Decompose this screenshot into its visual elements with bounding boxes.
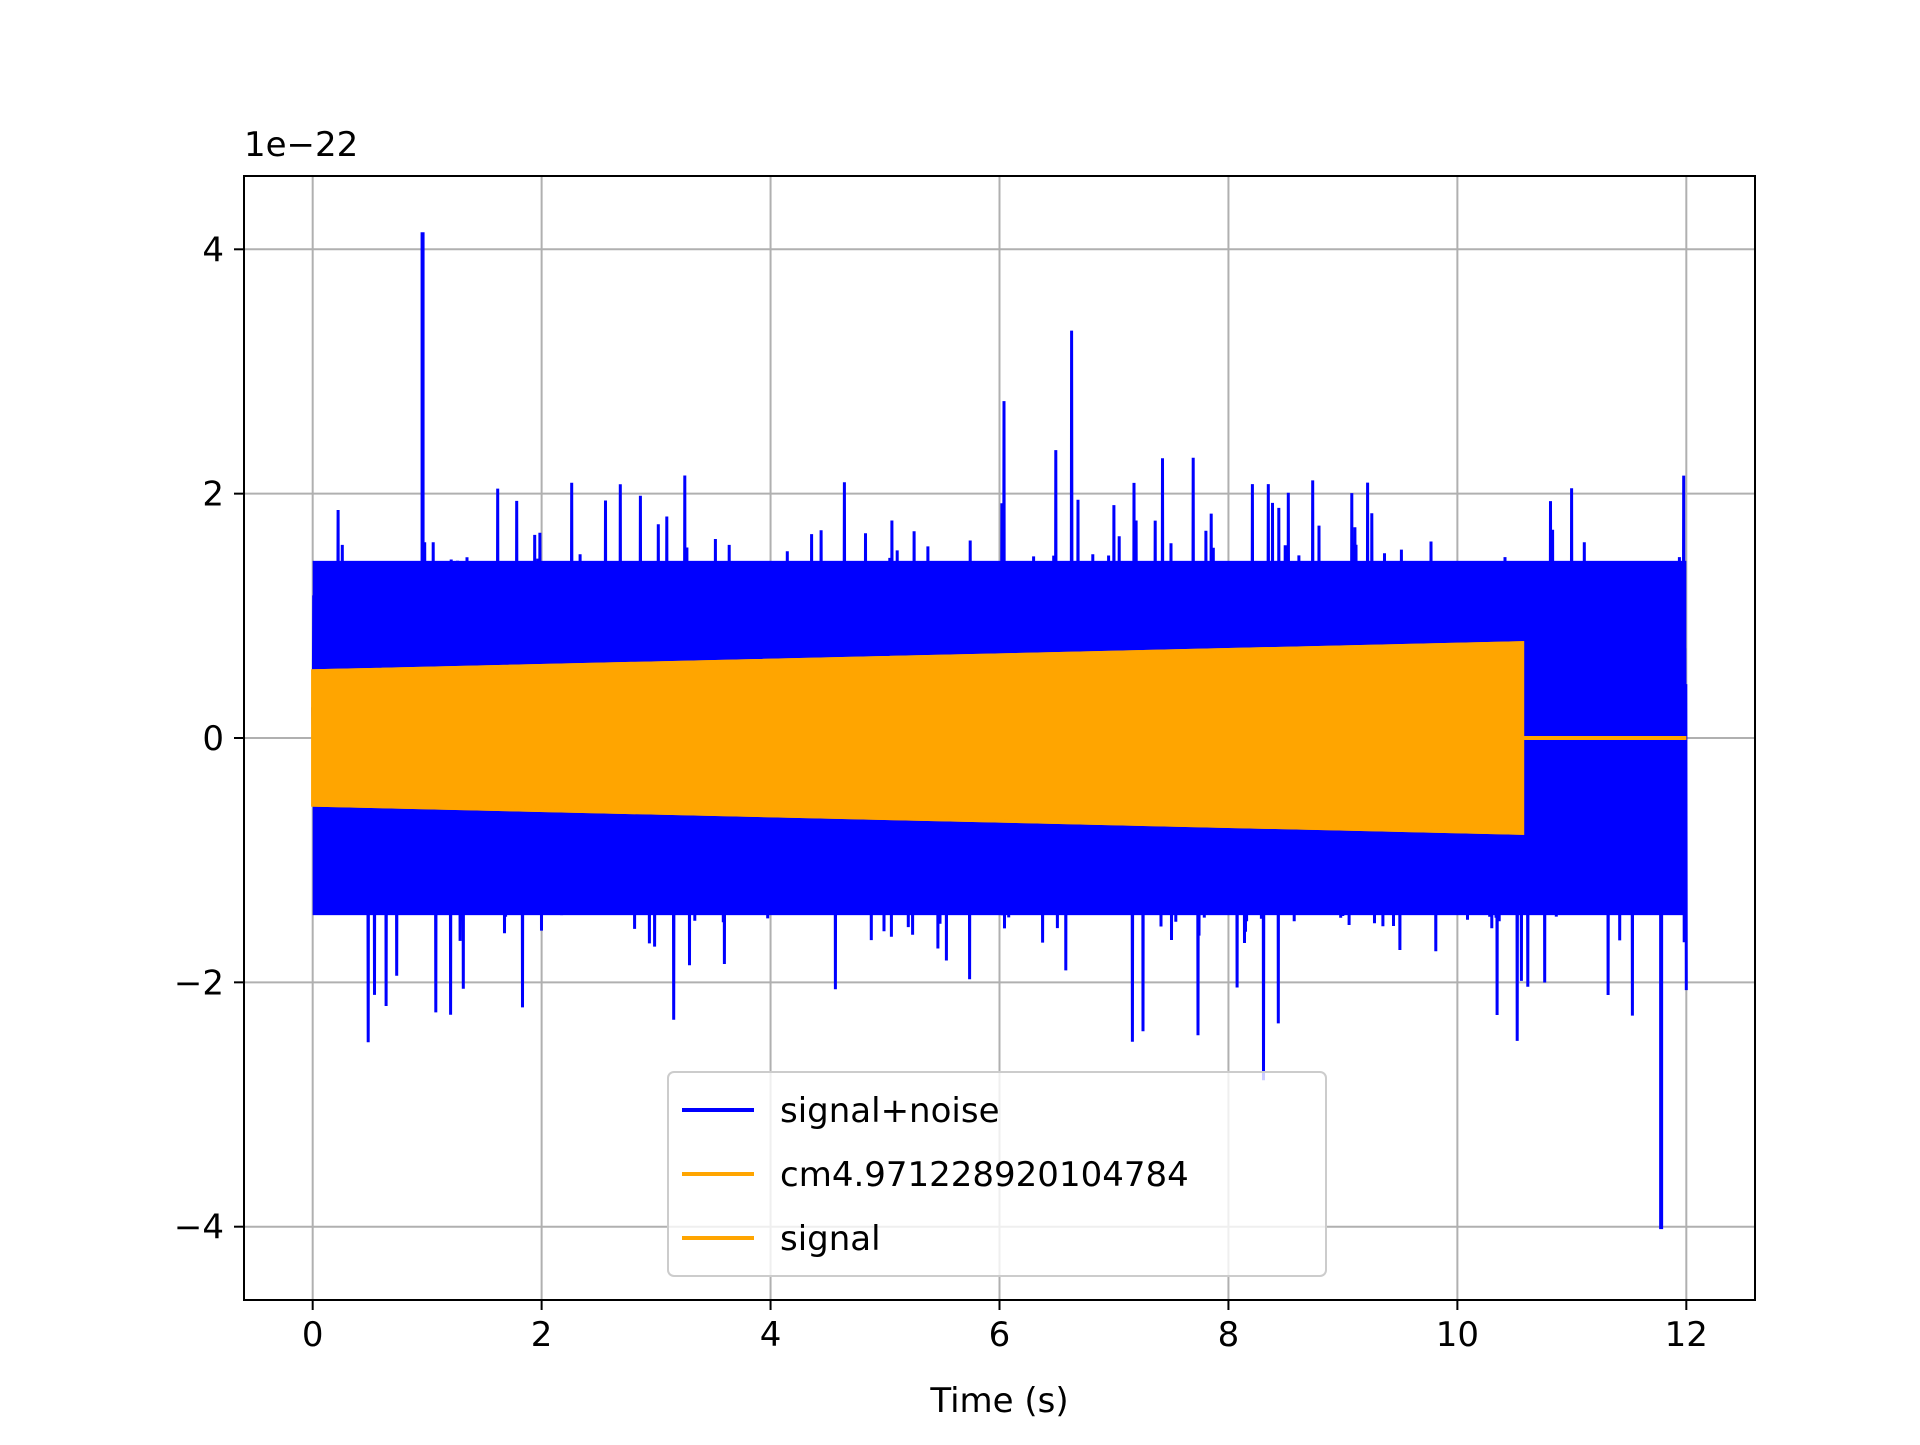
x-axis-label: Time (s): [929, 1381, 1068, 1421]
x-tick-label: 0: [302, 1315, 324, 1355]
x-tick-label: 12: [1665, 1315, 1708, 1355]
y-tick-label: −4: [174, 1208, 224, 1248]
y-tick-label: 0: [202, 719, 224, 759]
y-tick-label: 2: [202, 475, 224, 515]
y-tick-label: −2: [174, 963, 224, 1003]
y-offset-label: 1e−22: [244, 125, 358, 165]
x-tick-label: 8: [1218, 1315, 1240, 1355]
y-tick-label: 4: [202, 230, 224, 270]
legend: signal+noise cm4.971228920104784 signal: [667, 1071, 1327, 1277]
legend-box: [667, 1071, 1327, 1277]
series-signal-envelope: [311, 641, 1525, 835]
series-layer: [311, 232, 1688, 1230]
legend-label: cm4.971228920104784: [780, 1155, 1189, 1195]
legend-label: signal+noise: [780, 1091, 1000, 1131]
axis-ticks: 0 2 4 6 8 10 12 −4 −2 0 2 4: [174, 230, 1708, 1355]
legend-label: signal: [780, 1219, 881, 1259]
x-tick-label: 10: [1436, 1315, 1479, 1355]
x-tick-label: 2: [531, 1315, 553, 1355]
x-tick-label: 6: [989, 1315, 1011, 1355]
x-tick-label: 4: [760, 1315, 782, 1355]
